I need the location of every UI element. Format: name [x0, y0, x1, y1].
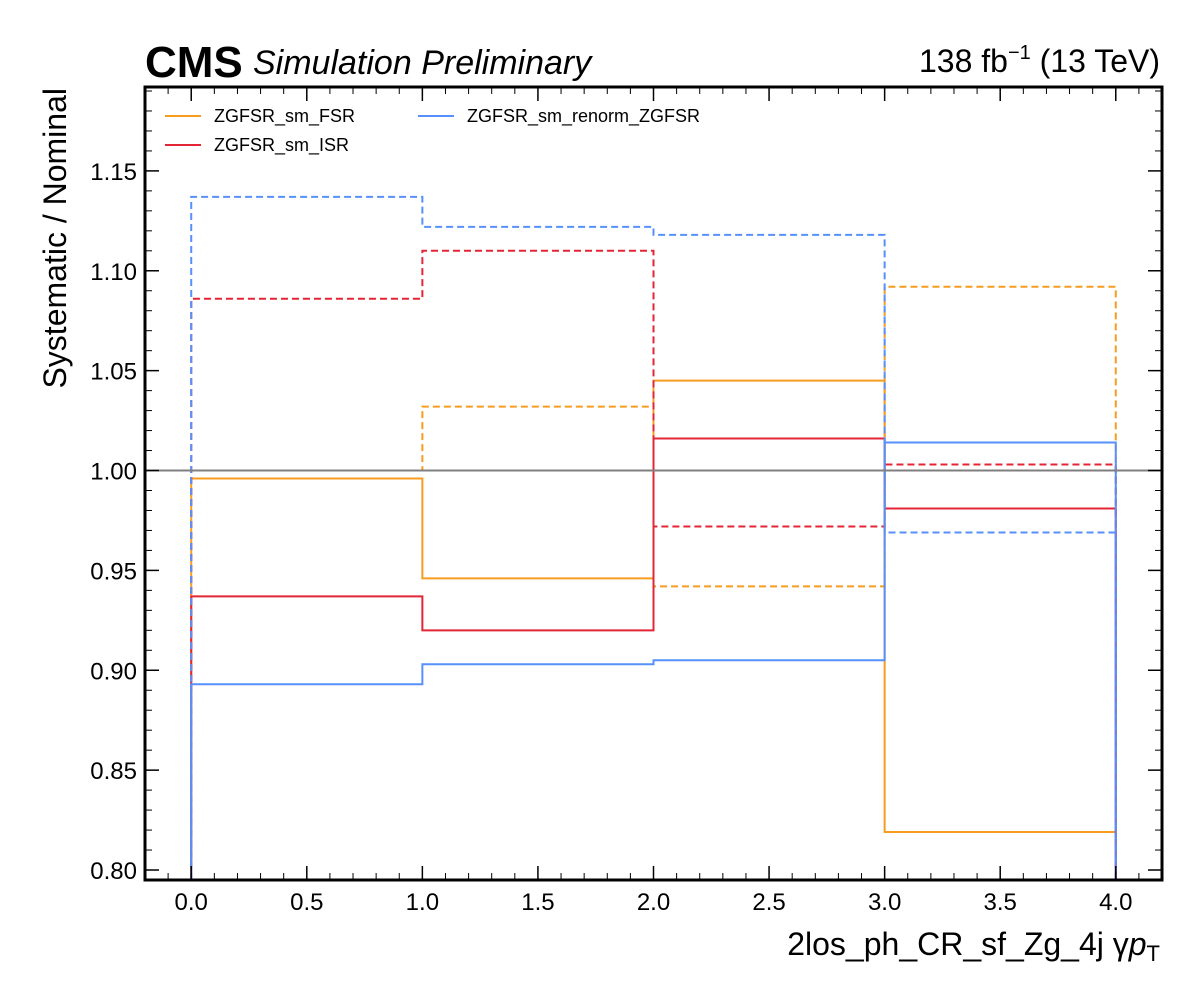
y-tick-label: 0.80: [90, 858, 137, 885]
x-tick-label: 1.5: [521, 889, 554, 916]
cms-label: CMS: [145, 38, 243, 87]
y-tick-label: 0.95: [90, 558, 137, 585]
lumi-value: 138 fb: [919, 43, 1008, 79]
legend: ZGFSR_sm_FSR ZGFSR_sm_ISR ZGFSR_sm_renorm_…: [165, 106, 700, 156]
series-2-up-line: [190, 195, 1117, 880]
x-tick-label: 2.5: [752, 889, 785, 916]
series-2-down-line: [190, 441, 1117, 880]
plot-frame: [143, 85, 1164, 882]
x-tick-label: 2.0: [637, 889, 670, 916]
y-tick-label: 1.05: [90, 359, 137, 386]
tick-layer: 0.0 0.5 1.0 1.5 2.0 2.5 3.0 3.5 4.0 0.80 0.85 0.90 0…: [90, 87, 1162, 916]
x-axis-title-sub: T: [1147, 941, 1160, 966]
x-tick-label: 1.0: [406, 889, 439, 916]
y-tick-label: 0.85: [90, 758, 137, 785]
y-tick-label: 0.90: [90, 658, 137, 685]
lumi-label: 138 fb−1 (13 TeV): [919, 42, 1160, 79]
x-axis-title: 2los_ph_CR_sf_Zg_4j γpT: [787, 926, 1160, 966]
y-tick-label: 1.10: [90, 259, 137, 286]
series-1-down-line: [190, 437, 1117, 880]
legend-label-1: ZGFSR_sm_ISR: [214, 135, 349, 156]
y-tick-label: 1.00: [90, 459, 137, 486]
x-tick-label: 4.0: [1099, 889, 1132, 916]
x-axis-title-main: 2los_ph_CR_sf_Zg_4j γ: [787, 926, 1129, 962]
lumi-energy: (13 TeV): [1031, 43, 1160, 79]
lumi-exponent: −1: [1008, 42, 1031, 64]
y-axis-title: Systematic / Nominal: [37, 88, 73, 389]
y-tick-label: 1.15: [90, 159, 137, 186]
x-axis-title-p: p: [1128, 926, 1147, 962]
legend-label-2: ZGFSR_sm_renorm_ZGFSR: [467, 106, 700, 127]
series-1-up-line: [190, 249, 1117, 880]
x-tick-label: 3.0: [868, 889, 901, 916]
legend-label-0: ZGFSR_sm_FSR: [214, 106, 355, 127]
histogram-layer: [190, 195, 1117, 880]
x-tick-label: 0.5: [290, 889, 323, 916]
x-tick-label: 3.5: [984, 889, 1017, 916]
x-tick-label: 0.0: [175, 889, 208, 916]
status-label: Simulation Preliminary: [253, 44, 593, 82]
